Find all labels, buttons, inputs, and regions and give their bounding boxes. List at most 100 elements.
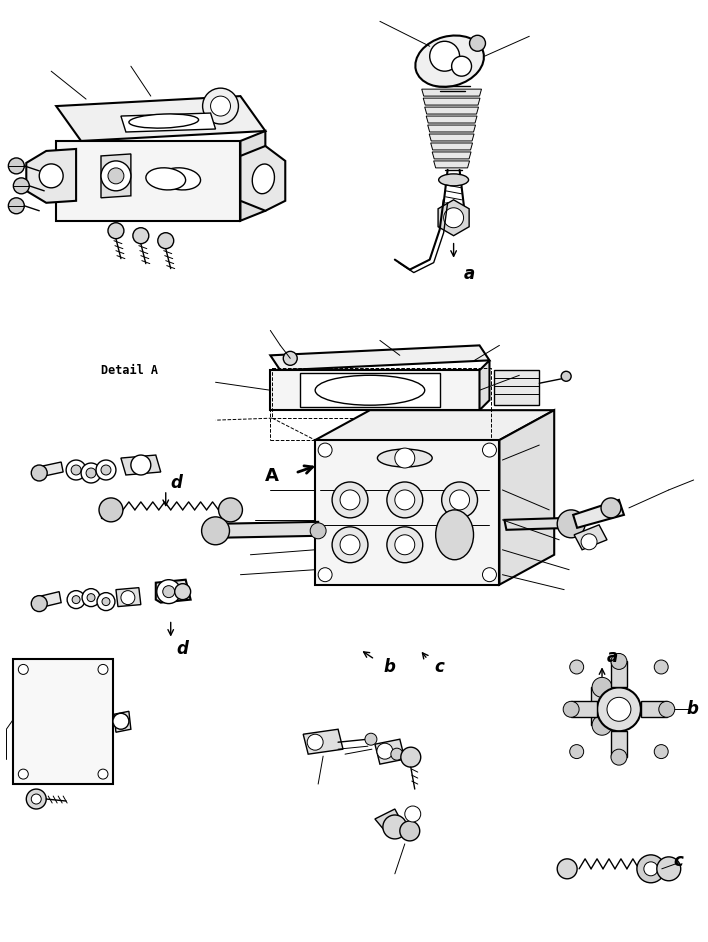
Polygon shape <box>156 579 190 603</box>
Polygon shape <box>121 455 161 475</box>
Circle shape <box>31 595 47 611</box>
Polygon shape <box>270 346 489 370</box>
Polygon shape <box>571 701 597 717</box>
Polygon shape <box>425 107 479 114</box>
Circle shape <box>469 35 486 51</box>
Polygon shape <box>56 96 266 141</box>
Circle shape <box>98 769 108 779</box>
Circle shape <box>400 821 420 841</box>
Text: d: d <box>171 474 183 492</box>
Ellipse shape <box>146 168 185 190</box>
Polygon shape <box>375 809 403 831</box>
Circle shape <box>395 448 415 468</box>
Bar <box>13 659 113 784</box>
Circle shape <box>405 806 421 822</box>
Circle shape <box>39 164 63 187</box>
Text: c: c <box>674 852 684 869</box>
Circle shape <box>601 498 621 518</box>
Circle shape <box>202 517 229 544</box>
Circle shape <box>66 460 86 480</box>
Polygon shape <box>434 161 469 168</box>
Polygon shape <box>300 373 440 407</box>
Circle shape <box>444 208 464 228</box>
Polygon shape <box>479 361 489 410</box>
Circle shape <box>611 749 627 765</box>
Polygon shape <box>375 739 405 764</box>
Circle shape <box>391 748 403 760</box>
Circle shape <box>383 815 407 839</box>
Circle shape <box>202 89 239 124</box>
Text: c: c <box>435 658 445 676</box>
Ellipse shape <box>129 114 198 128</box>
Circle shape <box>387 482 423 518</box>
Polygon shape <box>426 116 477 123</box>
Circle shape <box>81 463 101 483</box>
Polygon shape <box>422 89 481 96</box>
Circle shape <box>101 161 131 191</box>
Polygon shape <box>641 701 667 717</box>
Circle shape <box>657 857 680 881</box>
Circle shape <box>31 465 47 481</box>
Circle shape <box>377 743 393 759</box>
Polygon shape <box>270 370 479 410</box>
Ellipse shape <box>252 164 275 194</box>
Circle shape <box>158 233 173 249</box>
Circle shape <box>18 664 28 674</box>
Circle shape <box>365 733 377 745</box>
Circle shape <box>87 593 95 602</box>
Circle shape <box>557 510 585 538</box>
Circle shape <box>318 443 332 457</box>
Circle shape <box>430 41 459 72</box>
Circle shape <box>654 744 668 758</box>
Circle shape <box>86 468 96 478</box>
Text: a: a <box>607 648 618 666</box>
Circle shape <box>644 862 658 876</box>
Polygon shape <box>116 588 141 607</box>
Circle shape <box>332 527 368 562</box>
Circle shape <box>570 744 583 758</box>
Circle shape <box>13 178 29 194</box>
Circle shape <box>131 455 151 475</box>
Circle shape <box>452 57 472 76</box>
Polygon shape <box>430 143 472 150</box>
Circle shape <box>450 490 469 510</box>
Circle shape <box>592 715 612 735</box>
Circle shape <box>82 589 100 607</box>
Circle shape <box>307 734 323 750</box>
Circle shape <box>99 498 123 522</box>
Polygon shape <box>114 711 131 732</box>
Polygon shape <box>438 200 469 236</box>
Polygon shape <box>611 661 627 688</box>
Polygon shape <box>34 592 61 609</box>
Polygon shape <box>101 154 131 198</box>
Circle shape <box>133 228 149 244</box>
Circle shape <box>387 527 423 562</box>
Circle shape <box>210 96 231 116</box>
Circle shape <box>637 854 665 883</box>
Circle shape <box>97 593 115 610</box>
Ellipse shape <box>416 36 484 87</box>
Ellipse shape <box>439 174 469 186</box>
Circle shape <box>340 535 360 555</box>
Text: d: d <box>177 641 188 658</box>
Text: Detail A: Detail A <box>101 364 158 377</box>
Circle shape <box>561 371 571 382</box>
Circle shape <box>607 697 631 722</box>
Text: A: A <box>264 467 278 485</box>
Polygon shape <box>26 149 76 203</box>
Circle shape <box>395 535 415 555</box>
Circle shape <box>442 482 477 518</box>
Polygon shape <box>574 525 607 550</box>
Circle shape <box>31 794 41 804</box>
Circle shape <box>98 664 108 674</box>
Circle shape <box>71 465 81 475</box>
Polygon shape <box>499 410 554 585</box>
Circle shape <box>18 769 28 779</box>
Polygon shape <box>121 113 215 132</box>
Circle shape <box>101 465 111 475</box>
Circle shape <box>121 591 135 605</box>
Polygon shape <box>33 462 63 478</box>
Text: b: b <box>384 658 396 676</box>
Polygon shape <box>611 731 627 757</box>
Polygon shape <box>215 522 318 538</box>
